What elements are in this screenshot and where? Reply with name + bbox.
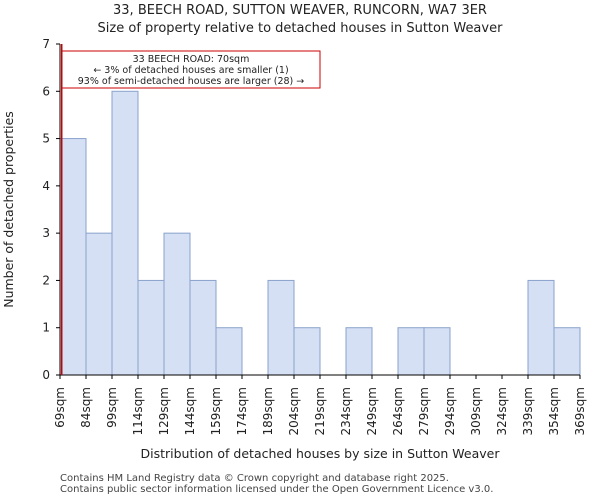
x-tick-label: 324sqm — [495, 387, 509, 435]
x-tick-label: 159sqm — [209, 387, 223, 435]
annotation-box: 33 BEECH ROAD: 70sqm ← 3% of detached ho… — [61, 50, 321, 89]
x-tick-label: 114sqm — [131, 387, 145, 435]
y-tick-label: 1 — [42, 321, 50, 335]
x-tick-label: 369sqm — [573, 387, 587, 435]
bar-69sqm — [59, 138, 87, 376]
bar-99sqm — [111, 90, 139, 376]
x-tick-label: 129sqm — [157, 387, 171, 435]
bar-264sqm — [397, 327, 425, 376]
x-tick-label: 264sqm — [391, 387, 405, 435]
x-tick-label: 69sqm — [53, 387, 67, 428]
x-tick-label: 84sqm — [79, 387, 93, 428]
x-tick-label: 144sqm — [183, 387, 197, 435]
x-tick-label: 354sqm — [547, 387, 561, 435]
bar-129sqm — [163, 232, 191, 376]
annotation-line-3: 93% of semi-detached houses are larger (… — [78, 76, 305, 87]
y-tick-label: 6 — [42, 84, 50, 98]
bar-204sqm — [293, 327, 321, 376]
annotation-line-2: ← 3% of detached houses are smaller (1) — [93, 65, 288, 76]
bars-group — [59, 90, 581, 376]
x-tick-label: 234sqm — [339, 387, 353, 435]
annotation-rect — [61, 50, 321, 89]
x-tick-label: 204sqm — [287, 387, 301, 435]
footer-licence: Contains public sector information licen… — [60, 484, 494, 495]
annotation-line-1: 33 BEECH ROAD: 70sqm — [133, 54, 250, 65]
y-axis: 0 1 2 3 4 5 6 7 — [42, 37, 61, 382]
x-tick-label: 249sqm — [365, 387, 379, 435]
chart-subtitle: Size of property relative to detached ho… — [97, 21, 503, 36]
x-tick-label: 339sqm — [521, 387, 535, 435]
y-tick-label: 4 — [42, 179, 50, 193]
x-tick-label: 189sqm — [261, 387, 275, 435]
bar-354sqm — [553, 327, 581, 376]
x-tick-label: 219sqm — [313, 387, 327, 435]
x-axis: 69sqm 84sqm 99sqm 114sqm 129sqm 144sqm 159sqm 1… — [53, 374, 587, 435]
histogram-chart: 0 1 2 3 4 5 6 7 69sqm 84sqm 99sqm 114sqm 129sqm 144s… — [1, 37, 587, 461]
x-axis-label: Distribution of detached houses by size … — [141, 446, 501, 461]
bar-234sqm — [345, 327, 373, 376]
x-tick-label: 294sqm — [443, 387, 457, 435]
y-tick-label: 5 — [42, 132, 50, 146]
x-tick-label: 174sqm — [235, 387, 249, 435]
bar-84sqm — [85, 232, 113, 376]
y-tick-label: 2 — [42, 273, 50, 287]
bar-339sqm — [527, 279, 555, 376]
x-tick-label: 99sqm — [105, 387, 119, 428]
bar-189sqm — [267, 279, 295, 376]
bar-144sqm — [189, 279, 217, 376]
bar-114sqm — [137, 279, 165, 376]
y-tick-label: 7 — [42, 37, 50, 51]
x-tick-label: 279sqm — [417, 387, 431, 435]
y-tick-label: 3 — [42, 226, 50, 240]
x-tick-label: 309sqm — [469, 387, 483, 435]
footer-copyright: Contains HM Land Registry data © Crown c… — [60, 473, 449, 484]
y-axis-label: Number of detached properties — [1, 111, 16, 308]
bar-159sqm — [215, 327, 243, 376]
bar-279sqm — [423, 327, 451, 376]
y-tick-label: 0 — [42, 368, 50, 382]
chart-title: 33, BEECH ROAD, SUTTON WEAVER, RUNCORN, … — [113, 3, 487, 18]
